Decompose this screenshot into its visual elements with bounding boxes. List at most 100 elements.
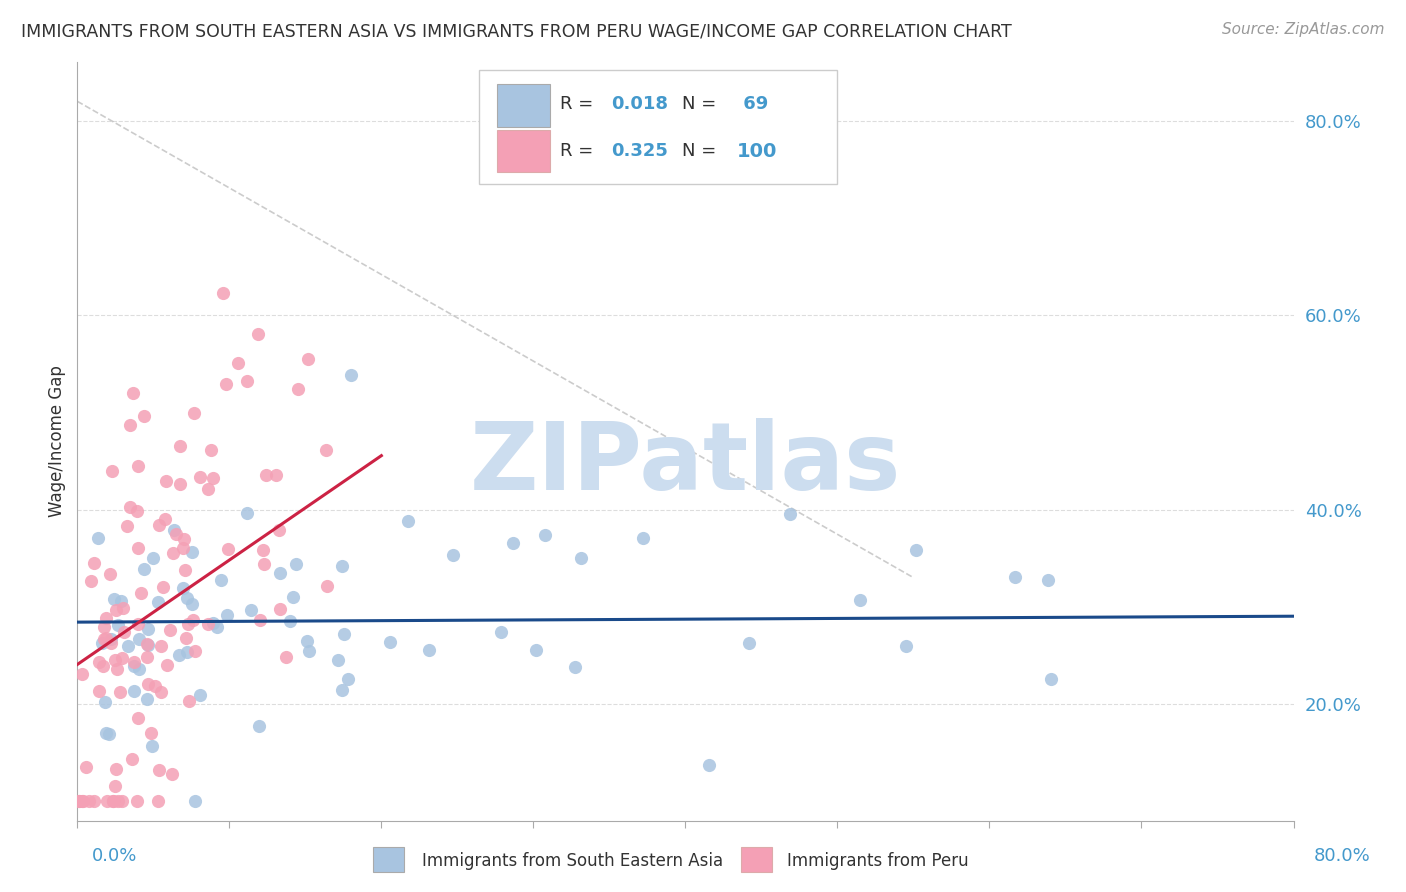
Point	[148, 763, 170, 777]
Point	[87, 531, 110, 545]
Point	[217, 541, 239, 556]
Point	[340, 368, 363, 383]
Point	[1004, 570, 1026, 584]
Point	[111, 651, 134, 665]
Point	[181, 598, 204, 612]
Text: R =: R =	[560, 95, 599, 113]
Point	[1038, 573, 1060, 587]
Point	[127, 459, 149, 474]
Point	[174, 631, 197, 645]
Point	[212, 286, 235, 301]
Point	[441, 548, 464, 562]
Text: IMMIGRANTS FROM SOUTH EASTERN ASIA VS IMMIGRANTS FROM PERU WAGE/INCOME GAP CORRE: IMMIGRANTS FROM SOUTH EASTERN ASIA VS IM…	[21, 22, 1012, 40]
Point	[184, 794, 207, 808]
Point	[236, 507, 259, 521]
FancyBboxPatch shape	[496, 85, 550, 127]
Point	[103, 653, 125, 667]
Text: 69: 69	[737, 95, 768, 113]
Point	[333, 627, 356, 641]
Point	[124, 655, 146, 669]
Point	[177, 617, 200, 632]
Point	[202, 615, 225, 630]
Point	[87, 684, 110, 698]
Point	[101, 794, 124, 808]
Text: N =: N =	[682, 95, 721, 113]
Point	[148, 517, 170, 532]
Point	[93, 620, 115, 634]
Point	[247, 719, 270, 733]
Point	[91, 659, 114, 673]
Point	[146, 794, 169, 808]
Point	[489, 624, 512, 639]
Point	[107, 794, 129, 808]
Point	[152, 580, 174, 594]
Point	[197, 617, 219, 632]
Point	[240, 602, 263, 616]
Point	[167, 648, 190, 662]
Point	[217, 608, 239, 623]
Point	[283, 590, 305, 604]
Point	[94, 726, 117, 740]
Point	[274, 650, 297, 665]
Point	[264, 468, 287, 483]
Point	[91, 636, 114, 650]
Point	[330, 559, 353, 574]
Point	[153, 512, 176, 526]
Point	[188, 689, 211, 703]
Point	[121, 752, 143, 766]
Point	[779, 507, 801, 521]
Point	[378, 635, 401, 649]
Point	[418, 643, 440, 657]
Point	[80, 574, 103, 589]
Point	[94, 611, 117, 625]
Point	[285, 557, 308, 571]
Point	[70, 794, 93, 808]
Point	[150, 685, 173, 699]
Point	[105, 662, 128, 676]
Point	[127, 616, 149, 631]
Point	[128, 632, 150, 646]
Text: Source: ZipAtlas.com: Source: ZipAtlas.com	[1222, 22, 1385, 37]
Point	[156, 658, 179, 673]
Point	[524, 643, 547, 657]
Point	[160, 767, 183, 781]
Point	[235, 374, 257, 388]
Point	[253, 558, 276, 572]
Point	[112, 624, 135, 639]
FancyBboxPatch shape	[478, 70, 838, 184]
Point	[330, 683, 353, 698]
Point	[247, 326, 270, 341]
Point	[83, 557, 105, 571]
Point	[67, 794, 90, 808]
Point	[297, 351, 319, 366]
Point	[100, 632, 122, 647]
Point	[165, 527, 187, 541]
Point	[94, 631, 117, 645]
Point	[173, 563, 195, 577]
Text: 0.018: 0.018	[612, 95, 668, 113]
Point	[249, 613, 271, 627]
Point	[159, 623, 181, 637]
Point	[141, 739, 163, 753]
Point	[94, 695, 117, 709]
Point	[89, 655, 111, 669]
Point	[169, 439, 191, 453]
Point	[117, 640, 139, 654]
Text: 0.325: 0.325	[612, 142, 668, 161]
Point	[896, 639, 918, 653]
FancyBboxPatch shape	[496, 130, 550, 172]
Point	[169, 476, 191, 491]
Point	[110, 594, 132, 608]
Point	[134, 409, 156, 423]
Point	[738, 636, 761, 650]
Point	[197, 483, 219, 497]
Point	[326, 653, 349, 667]
Text: 100: 100	[737, 142, 778, 161]
Text: 0.0%: 0.0%	[91, 847, 136, 865]
Point	[101, 464, 124, 478]
Point	[120, 500, 142, 514]
Text: Immigrants from Peru: Immigrants from Peru	[787, 852, 969, 870]
Point	[179, 694, 201, 708]
Point	[96, 794, 118, 808]
Point	[183, 406, 205, 420]
